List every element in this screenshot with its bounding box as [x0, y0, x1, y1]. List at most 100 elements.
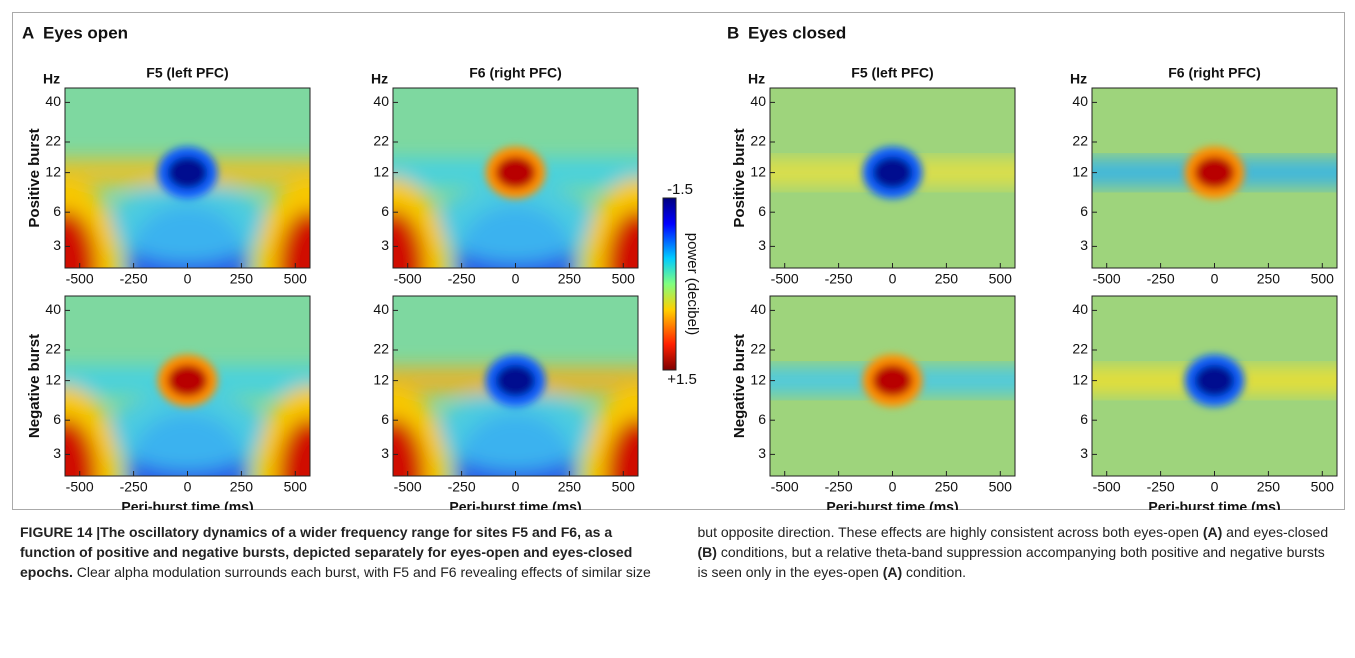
- theta-mid: [109, 391, 266, 471]
- y-tick-label: 3: [758, 445, 766, 461]
- corner-core: [65, 418, 97, 476]
- burst: [485, 354, 546, 407]
- y-tick-label: 6: [53, 203, 61, 219]
- x-tick-label: 250: [1257, 479, 1281, 495]
- x-tick-label: -250: [448, 271, 476, 287]
- x-tick-label: 250: [230, 271, 254, 287]
- y-tick-label: 22: [750, 133, 766, 149]
- x-tick-label: 500: [989, 271, 1013, 287]
- corner-core: [65, 210, 97, 268]
- caption-bold: (B): [697, 544, 717, 560]
- colorbar-max: -1.5: [667, 181, 693, 198]
- y-tick-label: 22: [1072, 133, 1088, 149]
- plot-title: F6 (right PFC): [469, 65, 562, 81]
- plot-title: F6 (right PFC): [1168, 65, 1261, 81]
- heatmap: [1092, 88, 1337, 268]
- x-tick-label: 250: [558, 479, 582, 495]
- x-tick-label: 500: [1311, 479, 1335, 495]
- heatmap: [393, 296, 638, 476]
- y-tick-label: 22: [750, 341, 766, 357]
- x-tick-label: 250: [230, 479, 254, 495]
- y-tick-label: 12: [750, 163, 766, 179]
- y-unit: Hz: [43, 71, 60, 87]
- caption: FIGURE 14 |The oscillatory dynamics of a…: [20, 522, 1335, 582]
- x-tick-label: -250: [120, 271, 148, 287]
- x-tick-label: -500: [1093, 271, 1121, 287]
- x-tick-label: 0: [512, 271, 520, 287]
- row-label: Negative burst: [26, 334, 43, 438]
- burst: [862, 146, 923, 199]
- y-tick-label: 3: [53, 445, 61, 461]
- x-tick-label: -500: [66, 479, 94, 495]
- x-tick-label: 0: [889, 271, 897, 287]
- heatmap-field: [393, 158, 638, 268]
- heatmap: [770, 296, 1015, 476]
- burst: [157, 146, 218, 199]
- x-tick-label: 250: [935, 271, 959, 287]
- y-tick-label: 3: [1080, 237, 1088, 253]
- y-tick-label: 12: [373, 163, 389, 179]
- y-tick-label: 40: [1072, 93, 1088, 109]
- x-tick-label: 250: [558, 271, 582, 287]
- x-tick-label: 500: [612, 271, 636, 287]
- y-tick-label: 12: [1072, 371, 1088, 387]
- figure: A Eyes open Positive burst F5 (left PFC) Hz 4…: [12, 12, 1345, 510]
- x-axis-label: Peri-burst time (ms): [826, 499, 958, 510]
- burst-core: [495, 364, 536, 397]
- x-tick-label: -500: [394, 271, 422, 287]
- y-tick-label: 22: [45, 133, 61, 149]
- burst: [862, 354, 923, 407]
- caption-text: Clear alpha modulation surrounds each bu…: [72, 524, 1203, 580]
- caption-bold: (A): [1202, 524, 1223, 540]
- heatmap: [1092, 296, 1337, 476]
- y-unit: Hz: [748, 71, 765, 87]
- x-tick-label: 500: [1311, 271, 1335, 287]
- x-tick-label: -250: [120, 479, 148, 495]
- colorbar: [662, 197, 677, 371]
- x-tick-label: 0: [889, 479, 897, 495]
- corner-core: [278, 210, 310, 268]
- y-tick-label: 3: [381, 445, 389, 461]
- x-tick-label: 0: [1211, 479, 1219, 495]
- plot-title: F5 (left PFC): [851, 65, 933, 81]
- heatmap: [393, 88, 638, 268]
- panel-title: Eyes open: [43, 23, 128, 42]
- y-tick-label: 40: [750, 301, 766, 317]
- caption-text: condition.: [902, 564, 966, 580]
- y-tick-label: 12: [45, 163, 61, 179]
- colorbar-label: power (decibel): [684, 233, 701, 336]
- heatmap: [770, 88, 1015, 268]
- x-tick-label: 500: [284, 271, 308, 287]
- y-tick-label: 12: [1072, 163, 1088, 179]
- y-unit: Hz: [1070, 71, 1087, 87]
- x-tick-label: -500: [66, 271, 94, 287]
- caption-text: and eyes-closed: [1222, 524, 1329, 540]
- y-tick-label: 6: [1080, 411, 1088, 427]
- row-label: Negative burst: [731, 334, 748, 438]
- caption-bold: (A): [882, 564, 903, 580]
- theta-mid: [437, 391, 594, 471]
- x-tick-label: -250: [1147, 479, 1175, 495]
- x-tick-label: -250: [448, 479, 476, 495]
- y-tick-label: 3: [381, 237, 389, 253]
- x-tick-label: -500: [1093, 479, 1121, 495]
- y-tick-label: 6: [381, 411, 389, 427]
- plot-title: F5 (left PFC): [146, 65, 228, 81]
- y-tick-label: 12: [373, 371, 389, 387]
- y-tick-label: 22: [45, 341, 61, 357]
- x-tick-label: 500: [612, 479, 636, 495]
- theta-mid: [437, 183, 594, 263]
- y-tick-label: 3: [53, 237, 61, 253]
- corner-core: [278, 418, 310, 476]
- x-axis-label: Peri-burst time (ms): [121, 499, 253, 510]
- y-tick-label: 40: [373, 93, 389, 109]
- burst-core: [872, 156, 913, 189]
- y-tick-label: 6: [53, 411, 61, 427]
- x-tick-label: -250: [825, 271, 853, 287]
- y-tick-label: 22: [373, 341, 389, 357]
- burst-core: [872, 364, 913, 397]
- caption-bold: FIGURE 14 |The oscillatory dynamics of a…: [20, 524, 633, 580]
- burst-core: [495, 156, 536, 189]
- row-label: Positive burst: [26, 128, 43, 227]
